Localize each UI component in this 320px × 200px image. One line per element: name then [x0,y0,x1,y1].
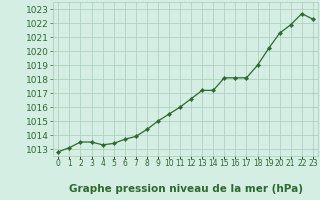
Text: Graphe pression niveau de la mer (hPa): Graphe pression niveau de la mer (hPa) [68,184,303,194]
